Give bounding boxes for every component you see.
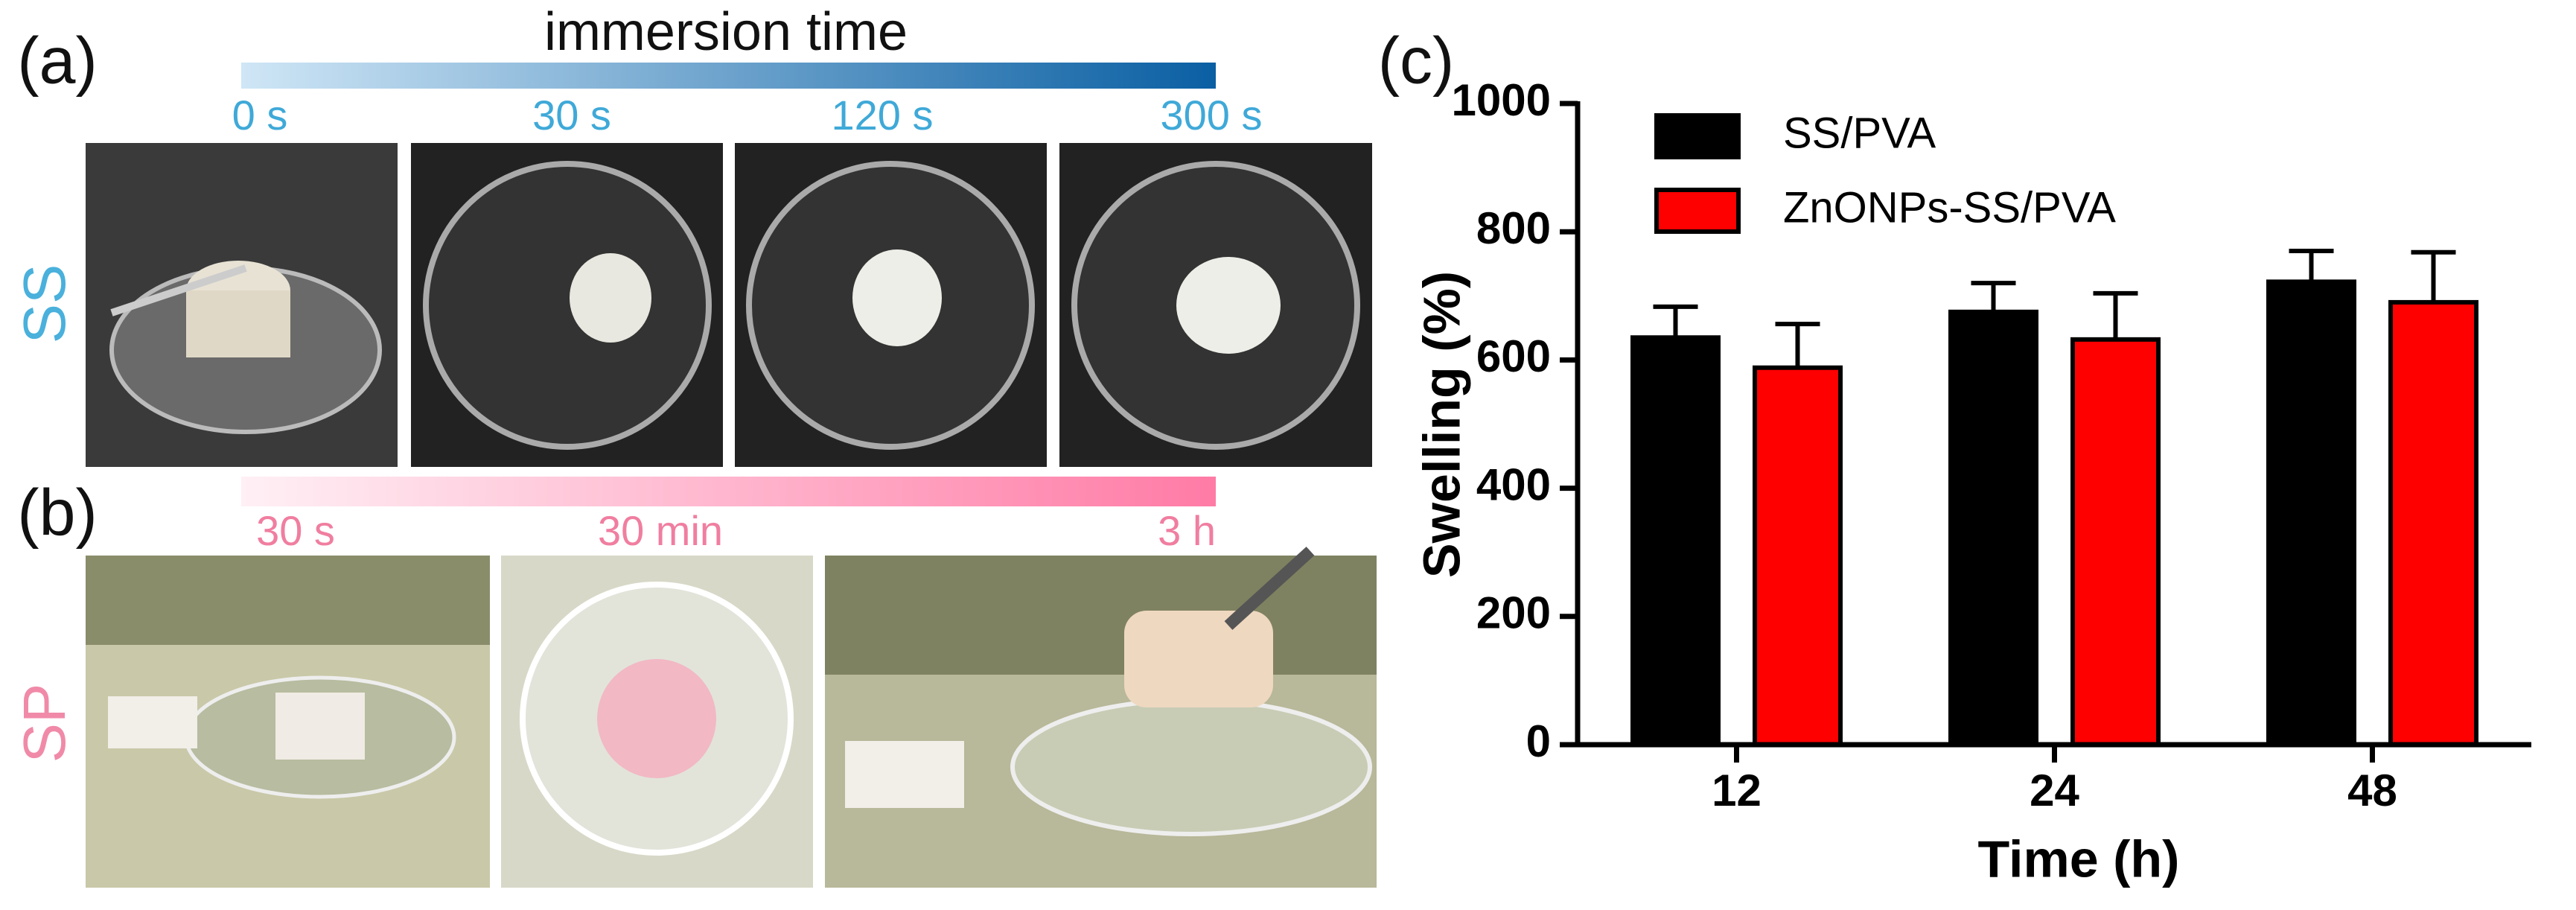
photo — [1059, 143, 1372, 467]
y-tick-label: 400 — [1476, 459, 1551, 509]
y-tick-label: 600 — [1476, 331, 1551, 381]
row-label: SP — [11, 684, 77, 763]
gradient-heading: immersion time — [544, 2, 908, 62]
legend-label: SS/PVA — [1783, 109, 1936, 157]
photo — [735, 143, 1047, 467]
y-axis-label: Swelling (%) — [1412, 271, 1470, 578]
x-tick-label: 12 — [1712, 766, 1762, 815]
legend-swatch — [1654, 113, 1741, 159]
y-tick-label: 0 — [1526, 716, 1551, 766]
bar — [2388, 299, 2478, 748]
time-label: 0 s — [232, 92, 288, 139]
x-axis-label: Time (h) — [1978, 830, 2180, 888]
time-label: 30 s — [256, 507, 335, 554]
photo — [501, 556, 813, 888]
bar — [1753, 365, 1843, 747]
time-gradient — [241, 477, 1216, 506]
panel-label: (a) — [17, 23, 98, 97]
bar — [1630, 335, 1721, 747]
row-label: SS — [11, 264, 77, 344]
y-tick-label: 1000 — [1452, 75, 1551, 125]
photo — [86, 143, 398, 467]
x-tick-label: 24 — [2030, 766, 2079, 815]
photo — [825, 547, 1377, 888]
x-tick-label: 48 — [2347, 766, 2397, 815]
photo — [411, 143, 723, 467]
time-label: 30 s — [532, 92, 611, 139]
panel-label: (b) — [17, 475, 98, 549]
time-gradient — [241, 63, 1216, 89]
bar — [2070, 337, 2161, 747]
bar — [1948, 309, 2038, 747]
panel-label: (c) — [1378, 23, 1455, 97]
y-tick-label: 200 — [1476, 588, 1551, 638]
time-label: 300 s — [1161, 92, 1263, 139]
bar — [2266, 279, 2356, 748]
legend-label: ZnONPs-SS/PVA — [1783, 183, 2116, 232]
y-tick-label: 800 — [1476, 203, 1551, 253]
time-label: 120 s — [832, 92, 934, 139]
legend-swatch — [1654, 188, 1741, 234]
time-label: 30 min — [598, 507, 723, 554]
time-label: 3 h — [1158, 507, 1216, 554]
photo — [86, 556, 490, 888]
